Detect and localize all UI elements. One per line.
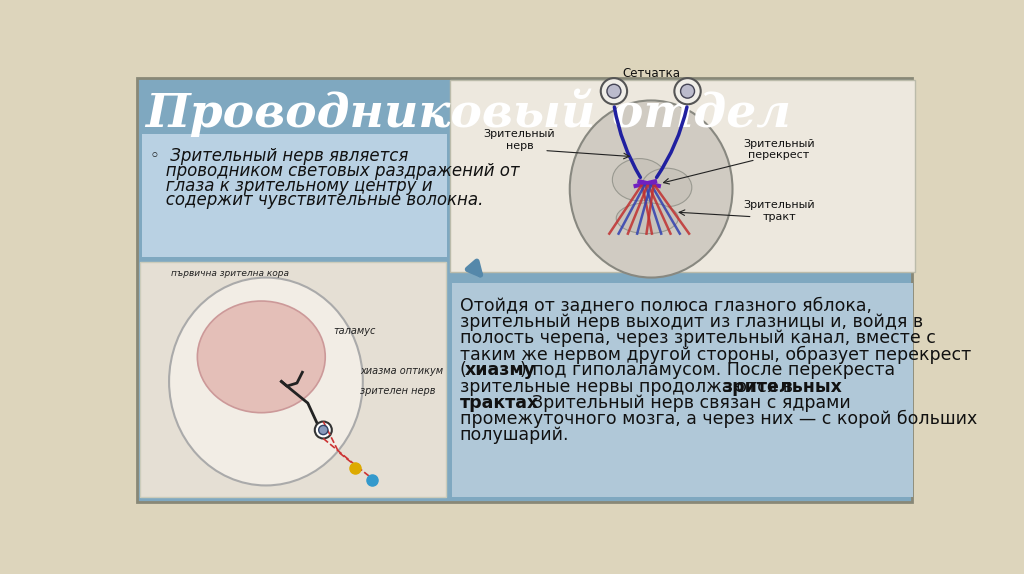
Text: проводником световых раздражений от: проводником световых раздражений от [150,162,519,180]
Ellipse shape [641,168,692,207]
Text: Сетчатка: Сетчатка [623,67,680,80]
Text: Зрительный
нерв: Зрительный нерв [483,129,555,151]
Text: ◦  Зрительный нерв является: ◦ Зрительный нерв является [150,148,409,165]
Circle shape [318,425,328,435]
Text: зрительный нерв выходит из глазницы и, войдя в: зрительный нерв выходит из глазницы и, в… [460,313,923,331]
Text: Отойдя от заднего полюса глазного яблока,: Отойдя от заднего полюса глазного яблока… [460,297,871,315]
Text: содержит чувствительные волокна.: содержит чувствительные волокна. [150,191,483,210]
Circle shape [601,78,627,104]
Text: таким же нервом другой стороны, образует перекрест: таким же нервом другой стороны, образует… [460,346,971,363]
FancyArrowPatch shape [468,261,480,275]
Text: зрительных: зрительных [722,378,842,395]
Text: (: ( [460,362,467,379]
Text: Зрительный
перекрест: Зрительный перекрест [743,138,815,160]
Ellipse shape [612,158,667,201]
FancyBboxPatch shape [139,262,445,497]
Circle shape [314,421,332,439]
Text: полушарий.: полушарий. [460,426,569,444]
Text: хиазму: хиазму [465,362,536,379]
Text: зрительные нервы продолжаются в: зрительные нервы продолжаются в [460,378,798,395]
Text: таламус: таламус [334,326,376,336]
Circle shape [681,84,694,98]
Text: глаза к зрительному центру и: глаза к зрительному центру и [150,177,432,195]
Text: Проводниковый отдел: Проводниковый отдел [145,89,792,137]
FancyBboxPatch shape [142,134,446,257]
Ellipse shape [169,278,362,486]
Ellipse shape [569,100,732,278]
FancyBboxPatch shape [450,80,914,272]
Ellipse shape [198,301,326,413]
Text: първична зрителна кора: първична зрителна кора [171,269,289,278]
Text: зрителен нерв: зрителен нерв [360,386,436,396]
Text: Зрительный
тракт: Зрительный тракт [743,200,815,222]
FancyBboxPatch shape [137,78,912,502]
Text: . Зрительный нерв связан с ядрами: . Зрительный нерв связан с ядрами [521,394,851,412]
Text: трактах: трактах [460,394,539,412]
Text: ) под гиполаламусом. После перекреста: ) под гиполаламусом. После перекреста [520,362,895,379]
Text: промежуточного мозга, а через них — с корой больших: промежуточного мозга, а через них — с ко… [460,410,977,428]
FancyBboxPatch shape [452,283,913,497]
Circle shape [675,78,700,104]
Text: полость черепа, через зрительный канал, вместе с: полость черепа, через зрительный канал, … [460,329,936,347]
Text: хиазма оптикум: хиазма оптикум [360,366,443,376]
Ellipse shape [616,203,678,234]
Circle shape [607,84,621,98]
